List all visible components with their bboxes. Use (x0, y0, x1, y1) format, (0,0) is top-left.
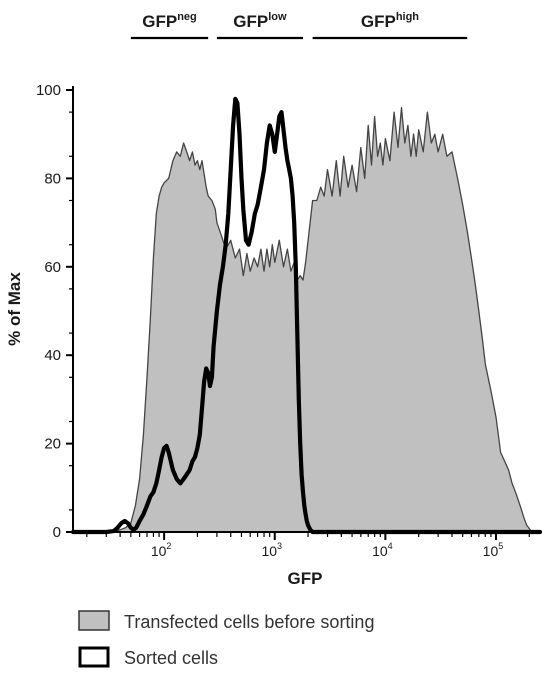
y-tick-label: 20 (44, 436, 61, 453)
x-tick-label: 104 (372, 541, 393, 559)
gate-label-neg: GFPneg (142, 11, 197, 31)
y-ticks: 0 20 40 60 80 100 (36, 82, 73, 541)
y-tick-label: 100 (36, 82, 61, 99)
gate-label-high: GFPhigh (361, 11, 419, 31)
y-tick-label: 60 (44, 259, 61, 276)
x-tick-label: 102 (151, 541, 172, 559)
gate-label-low: GFPlow (233, 11, 287, 31)
x-tick-label: 103 (261, 541, 282, 559)
series-transfected-area (72, 107, 533, 533)
y-axis-title: % of Max (5, 272, 24, 346)
y-tick-label: 0 (53, 524, 61, 541)
legend-label-sorted: Sorted cells (124, 648, 218, 668)
y-tick-label: 80 (44, 170, 61, 187)
x-axis-title: GFP (288, 569, 323, 588)
legend-swatch-sorted (78, 646, 110, 668)
x-ticks: 102 103 104 105 (86, 532, 530, 559)
legend-label-transfected: Transfected cells before sorting (124, 612, 374, 632)
x-tick-label: 105 (483, 541, 504, 559)
legend: Transfected cells before sorting Sorted … (78, 610, 374, 668)
plot-series (70, 96, 543, 535)
legend-swatch-transfected (78, 610, 110, 631)
gate-annotations: GFPneg GFPlow GFPhigh (130, 11, 468, 40)
y-tick-label: 40 (44, 347, 61, 364)
series-sorted-line (70, 96, 543, 535)
